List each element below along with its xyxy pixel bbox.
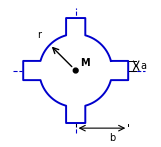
Text: M: M xyxy=(80,58,90,68)
Polygon shape xyxy=(23,18,128,123)
Text: a: a xyxy=(140,61,146,71)
Text: r: r xyxy=(37,30,41,40)
Text: b: b xyxy=(110,133,116,143)
Circle shape xyxy=(73,68,78,73)
